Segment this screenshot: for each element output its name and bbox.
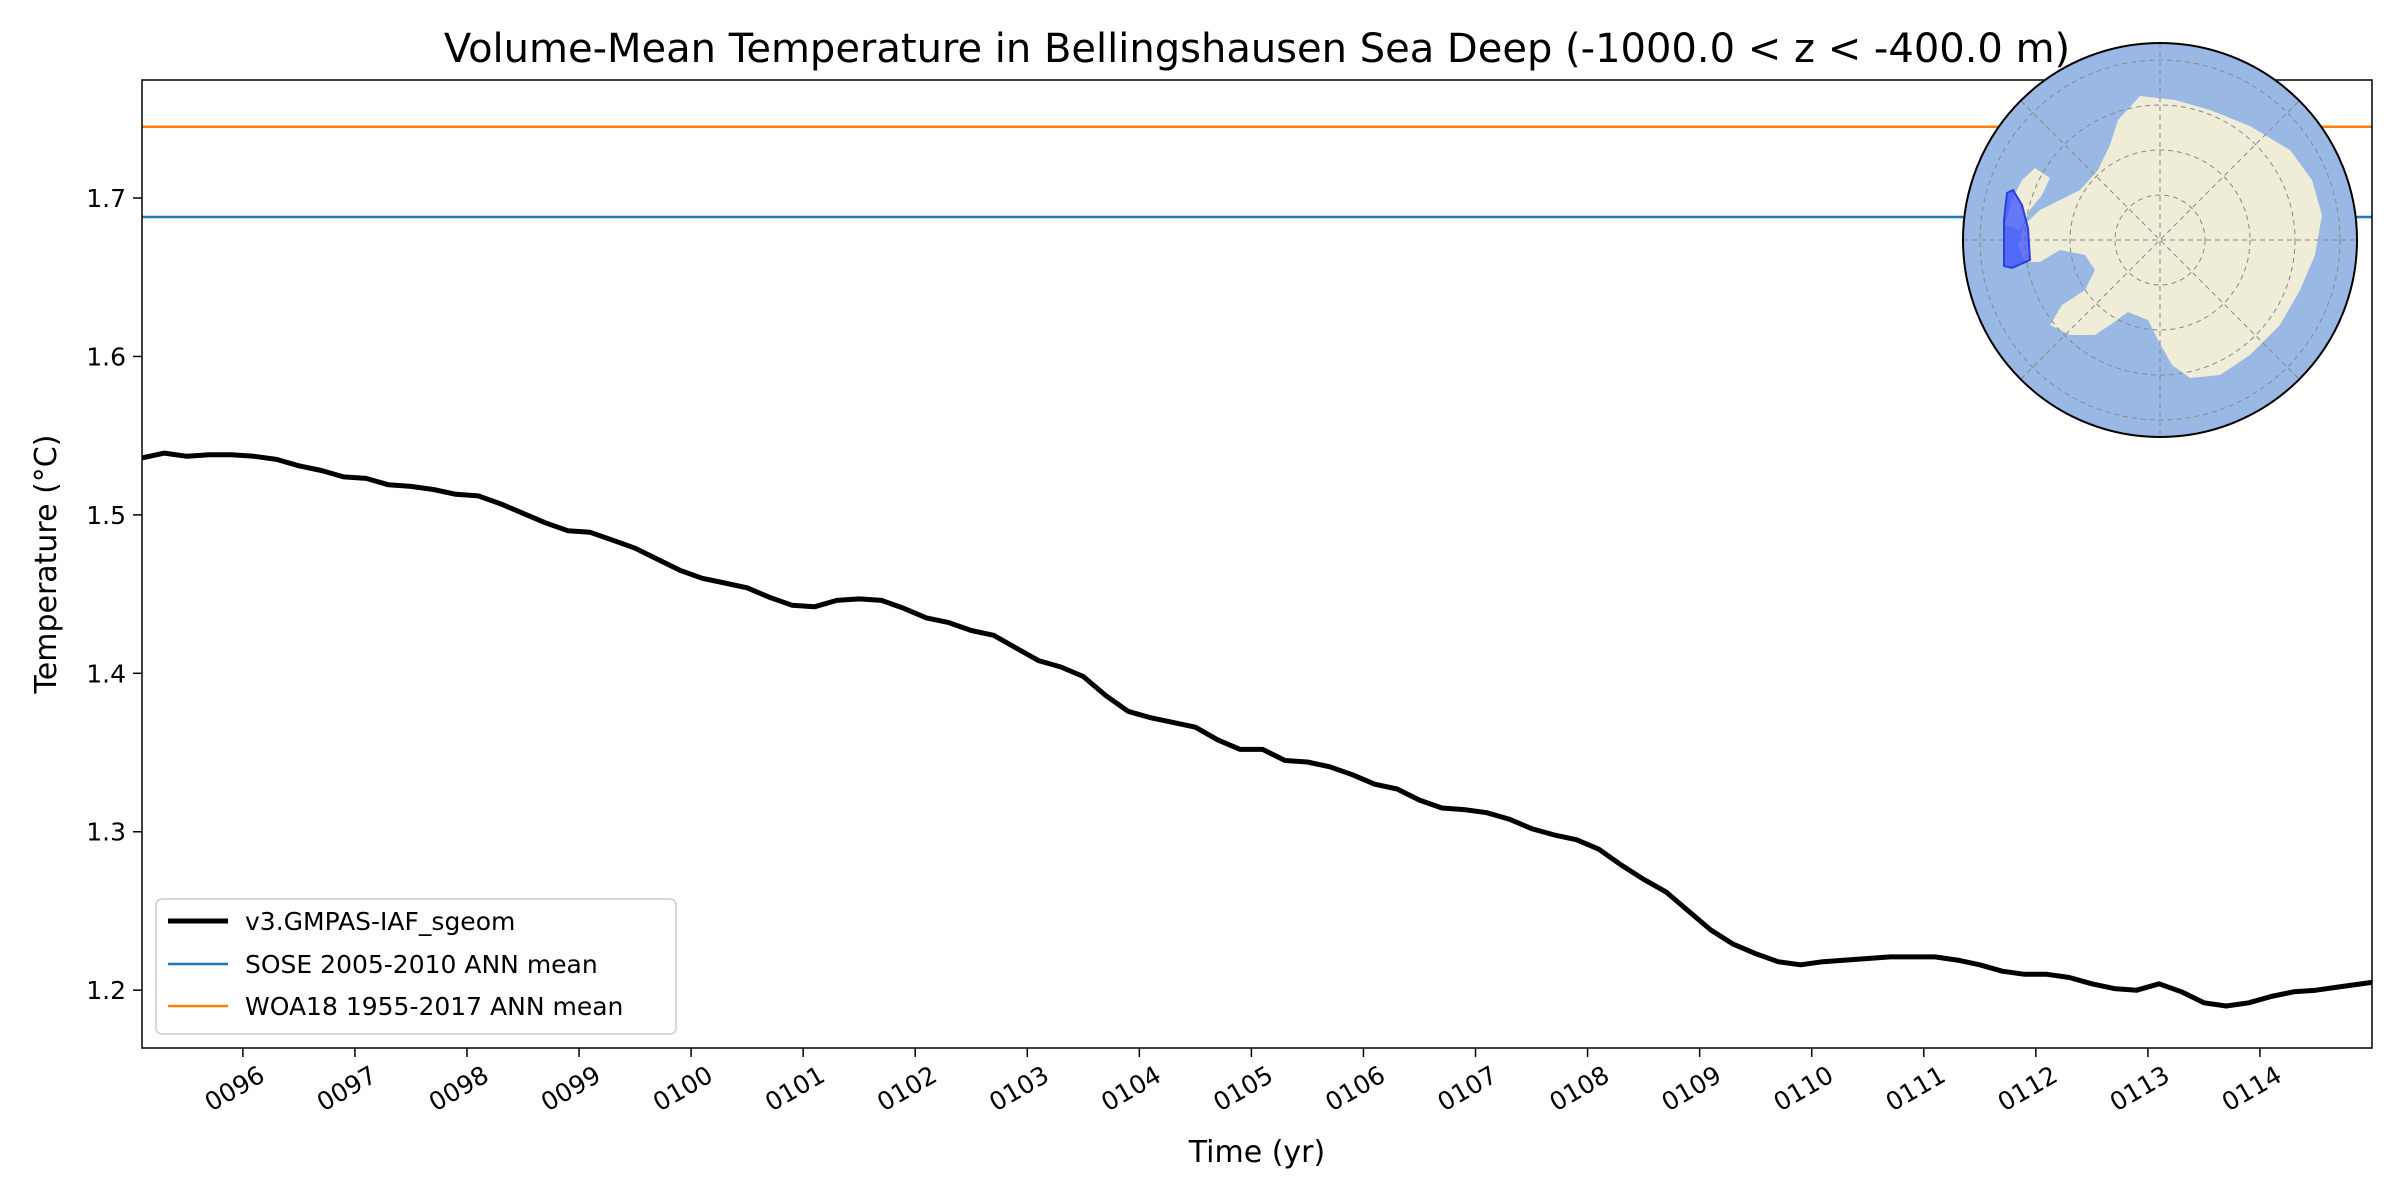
map-border <box>1962 42 2358 438</box>
x-tick-label: 0103 <box>984 1060 1054 1117</box>
x-tick-label: 0099 <box>536 1060 606 1117</box>
x-tick-label: 0098 <box>424 1060 494 1117</box>
x-tick-label: 0100 <box>648 1060 718 1117</box>
x-tick-label: 0114 <box>2217 1060 2287 1117</box>
y-tick-label: 1.5 <box>86 501 126 530</box>
x-tick-label: 0104 <box>1096 1060 1166 1117</box>
x-axis-label: Time (yr) <box>1188 1135 1325 1170</box>
x-tick-label: 0102 <box>872 1060 942 1117</box>
y-tick-label: 1.3 <box>86 818 126 847</box>
x-tick-label: 0106 <box>1320 1060 1390 1117</box>
y-tick-label: 1.4 <box>86 659 126 688</box>
y-tick-label: 1.2 <box>86 976 126 1005</box>
x-tick-label: 0112 <box>1993 1060 2063 1117</box>
x-axis-ticks: 0096 0097 0098 0099 0100 0101 0102 0103 0104 0105… <box>200 1048 2287 1117</box>
legend-label-sose: SOSE 2005-2010 ANN mean <box>245 950 598 979</box>
legend-label-woa: WOA18 1955-2017 ANN mean <box>245 992 623 1021</box>
series-lines <box>142 450 2372 1009</box>
x-tick-label: 0109 <box>1657 1060 1727 1117</box>
x-tick-label: 0101 <box>760 1060 830 1117</box>
legend: v3.GMPAS-IAF_sgeom SOSE 2005-2010 ANN me… <box>155 898 677 1035</box>
y-tick-label: 1.6 <box>86 342 126 371</box>
legend-label-model: v3.GMPAS-IAF_sgeom <box>245 907 515 936</box>
x-tick-label: 0110 <box>1769 1060 1839 1117</box>
x-tick-label: 0096 <box>200 1060 270 1117</box>
x-tick-label: 0097 <box>312 1060 382 1117</box>
x-tick-label: 0105 <box>1208 1060 1278 1117</box>
chart-title: Volume-Mean Temperature in Bellingshause… <box>444 26 2070 72</box>
x-tick-label: 0108 <box>1545 1060 1615 1117</box>
map-antarctica-land <box>2018 96 2322 378</box>
plot-frame <box>141 79 2373 1049</box>
x-tick-label: 0113 <box>2105 1060 2175 1117</box>
y-tick-label: 1.7 <box>86 184 126 213</box>
y-axis-label: Temperature (°C) <box>29 435 64 695</box>
y-axis-ticks: 1.2 1.3 1.4 1.5 1.6 1.7 <box>86 184 142 1005</box>
x-tick-label: 0107 <box>1432 1060 1502 1117</box>
inset-map <box>1962 42 2358 438</box>
legend-box <box>155 898 677 1035</box>
x-tick-label: 0111 <box>1881 1060 1951 1117</box>
map-bellingshausen-region <box>2003 188 2032 270</box>
series-line-model <box>142 450 2372 1009</box>
